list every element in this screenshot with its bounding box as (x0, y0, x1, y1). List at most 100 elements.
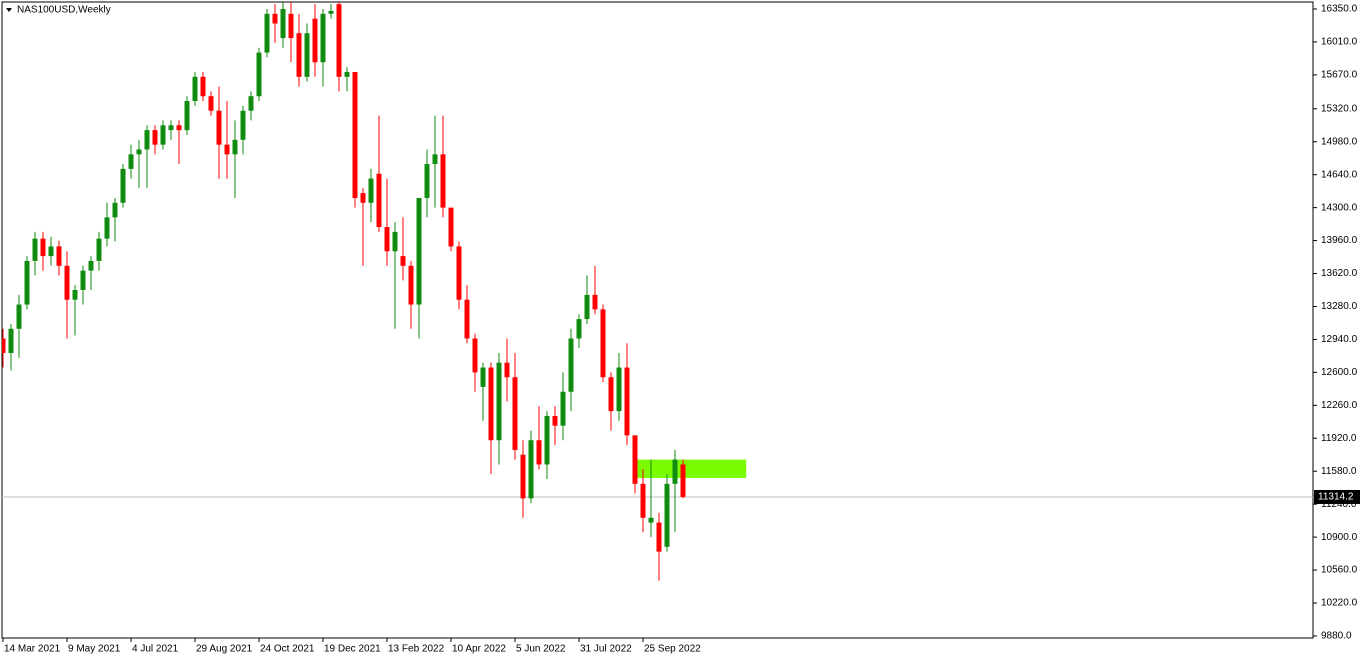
candle-body (80, 270, 86, 291)
candle-body (104, 217, 110, 239)
chart-title: NAS100USD,Weekly (17, 5, 111, 16)
y-tick-label: 10560.0 (1321, 565, 1358, 576)
candle-body (456, 246, 462, 300)
candle-body (312, 18, 318, 63)
candle-body (368, 178, 374, 203)
y-tick-label: 13280.0 (1321, 301, 1358, 312)
candle-body (560, 391, 566, 426)
candle-body (136, 149, 142, 155)
y-tick-label: 13620.0 (1321, 268, 1358, 279)
y-tick-label: 12600.0 (1321, 367, 1358, 378)
y-tick-label: 12260.0 (1321, 400, 1358, 411)
candle-body (496, 362, 502, 441)
y-tick-label: 10220.0 (1321, 598, 1358, 609)
candle-body (160, 125, 166, 145)
y-tick-label: 14640.0 (1321, 169, 1358, 180)
x-tick-label: 13 Feb 2022 (388, 644, 445, 655)
candle-body (64, 265, 70, 300)
candle-body (400, 256, 406, 266)
candle-body (128, 154, 134, 169)
candle-body (432, 154, 438, 165)
candle-body (240, 110, 246, 140)
x-tick-label: 9 May 2021 (68, 644, 121, 655)
plot-area (2, 2, 1313, 581)
candle-body (376, 173, 382, 228)
candle-body (32, 238, 38, 261)
candle-body (192, 76, 198, 102)
candle-body (264, 13, 270, 53)
candle-body (2, 338, 6, 353)
candle-body (40, 238, 46, 257)
x-tick-label: 4 Jul 2021 (132, 644, 179, 655)
candle-body (112, 202, 118, 218)
y-tick-label: 14980.0 (1321, 136, 1358, 147)
candle-body (440, 154, 446, 208)
current-price-box (1314, 489, 1360, 504)
candle-body (384, 227, 390, 252)
candle-body (464, 299, 470, 339)
candle-body (288, 13, 294, 39)
y-tick-label: 15670.0 (1321, 70, 1358, 81)
candle-body (448, 207, 454, 247)
candle-body (24, 260, 30, 305)
y-tick-label: 12940.0 (1321, 334, 1358, 345)
candle-body (168, 125, 174, 131)
y-tick-label: 16010.0 (1321, 37, 1358, 48)
candle-body (56, 246, 62, 266)
candle-body (88, 260, 94, 271)
y-tick-label: 15320.0 (1321, 103, 1358, 114)
x-tick-label: 5 Jun 2022 (516, 644, 566, 655)
candle-body (360, 193, 366, 203)
candle-body (328, 10, 334, 14)
candle-body (304, 33, 310, 77)
candle-body (232, 139, 238, 155)
candle-body (280, 8, 286, 39)
candle-body (536, 440, 542, 465)
candle-body (480, 367, 486, 387)
candle-body (184, 101, 190, 131)
x-tick-label: 31 Jul 2022 (580, 644, 632, 655)
candle-body (176, 125, 182, 131)
candle-body (576, 319, 582, 339)
y-tick-label: 9880.0 (1321, 631, 1352, 642)
menu-arrow[interactable] (6, 8, 12, 12)
x-tick-label: 14 Mar 2021 (4, 644, 61, 655)
y-tick-label: 11920.0 (1321, 433, 1357, 444)
y-tick-label: 11580.0 (1321, 466, 1357, 477)
candle-body (608, 377, 614, 412)
candle-body (16, 304, 22, 329)
candle-body (488, 367, 494, 441)
current-price-label: 11314.2 (1318, 492, 1354, 503)
candle-body (648, 517, 654, 523)
candle-body (424, 164, 430, 198)
candle-body (568, 338, 574, 392)
candle-body (72, 290, 78, 300)
candle-body (152, 130, 158, 145)
candle-body (416, 197, 422, 305)
candle-body (320, 13, 326, 63)
y-tick-label: 10900.0 (1321, 532, 1358, 543)
x-tick-label: 24 Oct 2021 (260, 644, 315, 655)
candle-body (584, 294, 590, 320)
y-tick-label: 11240.0 (1321, 499, 1357, 510)
candle-body (272, 13, 278, 24)
candle-body (408, 265, 414, 305)
candle-body (544, 415, 550, 465)
candle-body (680, 464, 686, 497)
candle-body (616, 367, 622, 412)
candle-body (208, 96, 214, 111)
candle-body (528, 440, 534, 499)
candle-body (200, 76, 206, 97)
candle-body (296, 33, 302, 77)
candle-body (224, 144, 230, 155)
candle-body (592, 294, 598, 310)
y-tick-label: 16350.0 (1321, 4, 1358, 15)
candle-body (120, 168, 126, 203)
candle-body (392, 231, 398, 252)
candle-body (512, 377, 518, 450)
y-tick-label: 14300.0 (1321, 202, 1358, 213)
candle-body (336, 4, 342, 77)
x-tick-label: 25 Sep 2022 (644, 644, 701, 655)
candle-body (552, 415, 558, 426)
